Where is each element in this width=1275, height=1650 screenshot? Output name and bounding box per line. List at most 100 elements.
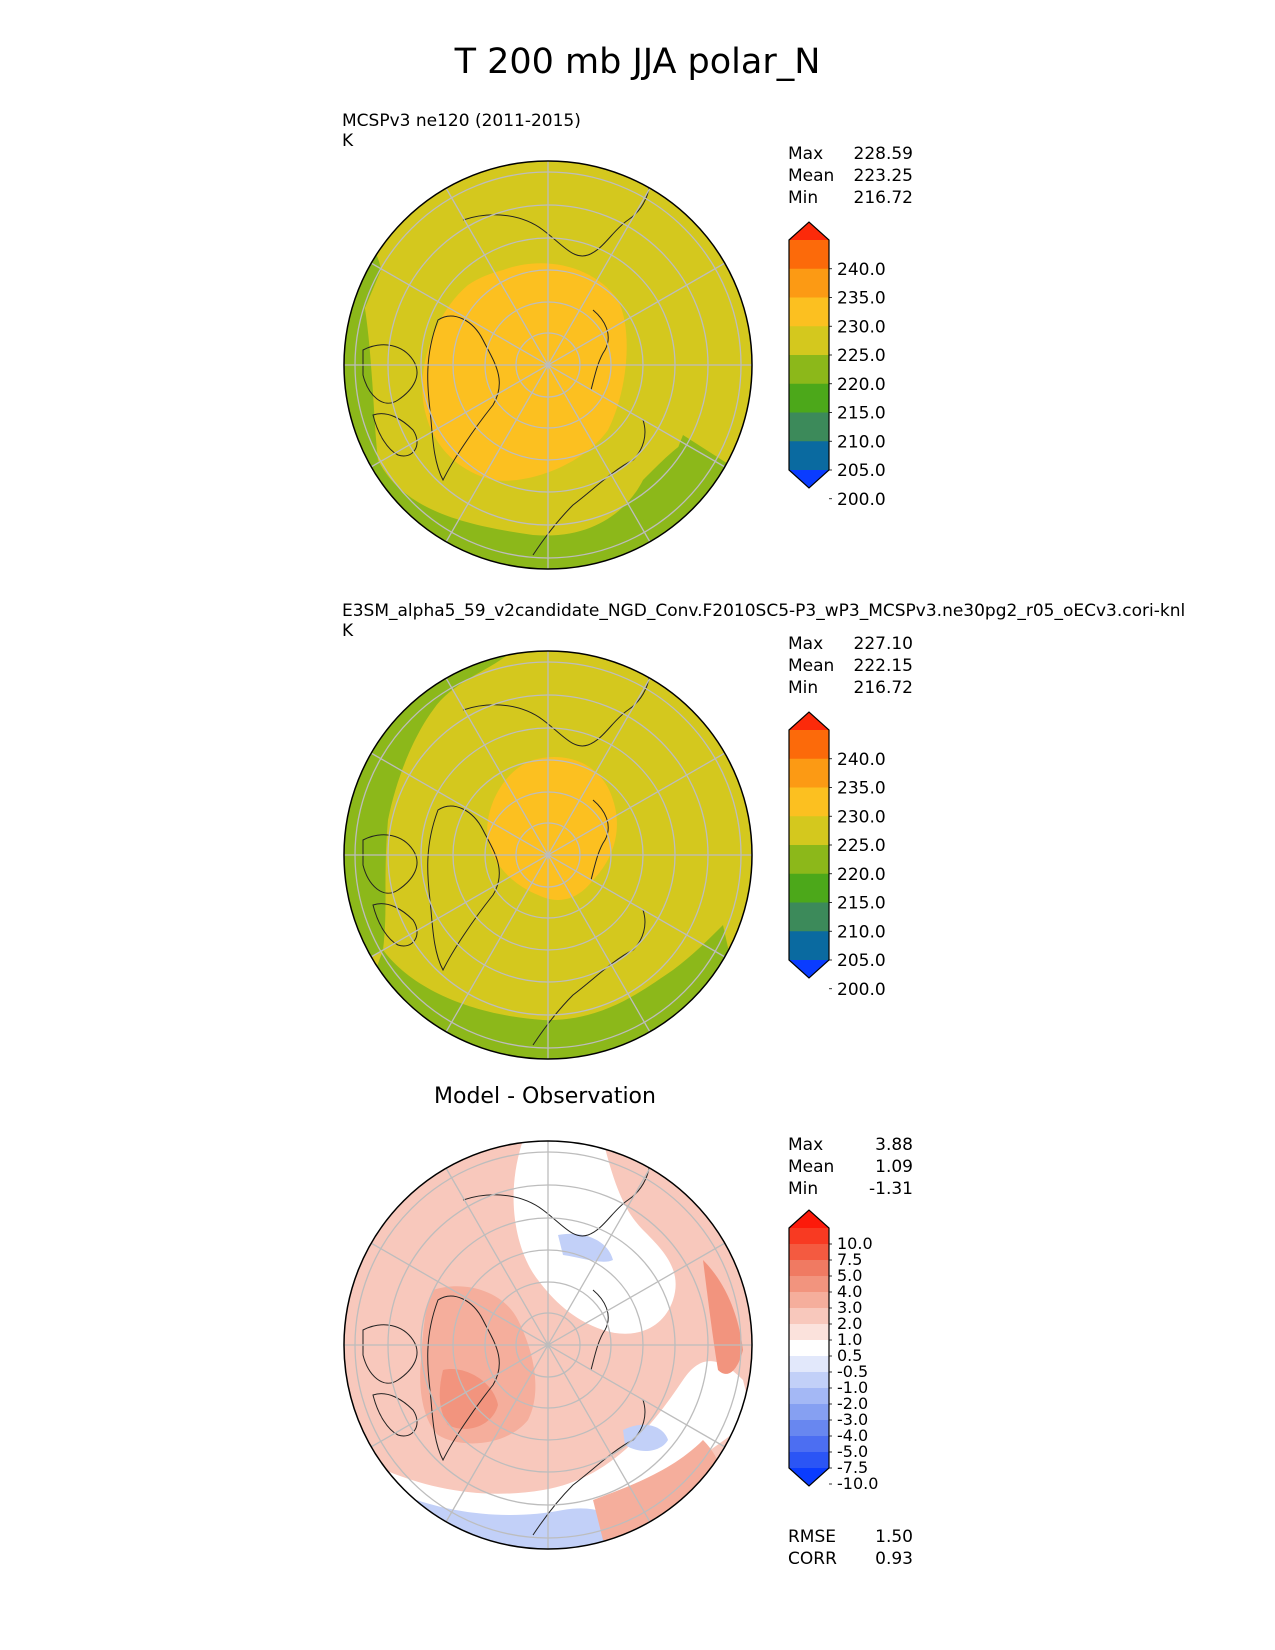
colorbar-block [789, 730, 829, 760]
map-difference [343, 1140, 753, 1550]
colorbar-block [789, 412, 829, 442]
colorbar-extend-under [789, 1468, 829, 1486]
stat-label: Max [788, 144, 824, 164]
colorbar-tick-label: -4.0 [837, 1426, 868, 1445]
colorbar-block [789, 1260, 829, 1277]
colorbar-block [789, 845, 829, 875]
colorbar-block [789, 873, 829, 903]
colorbar-block [789, 1388, 829, 1405]
colorbar-tick-label: 1.0 [837, 1330, 862, 1349]
stat-label: Min [788, 678, 819, 698]
colorbar-block [789, 787, 829, 817]
colorbar-tick-label: 2.0 [837, 1314, 862, 1333]
panel-test-title: MCSPv3 ne120 (2011-2015) [342, 111, 581, 131]
stat-value: 223.25 [853, 166, 913, 186]
colorbar-block [789, 931, 829, 961]
stats-difference: Max 3.88 Mean 1.09 Min -1.31 [788, 1134, 913, 1200]
colorbar-block [789, 355, 829, 385]
colorbar-tick-label: -5.0 [837, 1442, 868, 1461]
stat-value: 222.15 [853, 656, 913, 676]
colorbar-tick-label: -1.0 [837, 1378, 868, 1397]
colorbar-difference: 10.07.55.04.03.02.01.00.5-0.5-1.0-2.0-3.… [788, 1209, 878, 1493]
colorbar-block [789, 816, 829, 846]
colorbar-tick-label: 215.0 [837, 894, 886, 914]
colorbar-block [789, 1324, 829, 1341]
stat-value: 216.72 [853, 188, 913, 208]
colorbar-tick-label: 225.0 [837, 836, 886, 856]
stat-value: 216.72 [853, 678, 913, 698]
colorbar-tick-label: 4.0 [837, 1282, 862, 1301]
colorbar-tick-label: 7.5 [837, 1250, 862, 1269]
stat-label: Mean [788, 1157, 835, 1177]
colorbar-block [789, 1420, 829, 1437]
colorbar-tick-label: 205.0 [837, 461, 886, 481]
colorbar-block [789, 297, 829, 327]
stat-label: Min [788, 1179, 819, 1199]
colorbar-tick-label: -0.5 [837, 1362, 868, 1381]
stat-label: Mean [788, 656, 835, 676]
colorbar-block [789, 1244, 829, 1261]
panel-reference-title: E3SM_alpha5_59_v2candidate_NGD_Conv.F201… [342, 601, 1186, 621]
figure-title: T 200 mb JJA polar_N [454, 42, 821, 82]
colorbar-tick-label: -3.0 [837, 1410, 868, 1429]
colorbar-tick-label: 210.0 [837, 432, 886, 452]
coastline-canada [362, 1324, 418, 1437]
colorbar-block [789, 1452, 829, 1469]
coastline-canada [362, 344, 418, 457]
colorbar-extend-over [789, 1210, 829, 1228]
colorbar-block [789, 1340, 829, 1357]
contour-neutral-north [513, 1141, 676, 1334]
colorbar-block [789, 268, 829, 298]
colorbar-tick-label: -7.5 [837, 1458, 868, 1477]
colorbar-tick-label: 215.0 [837, 404, 886, 424]
colorbar-tick-label: 240.0 [837, 750, 886, 770]
colorbar-tick-label: 205.0 [837, 951, 886, 971]
graticule [344, 1141, 752, 1549]
coastline-eurasia [462, 174, 650, 556]
metric-value: 0.93 [875, 1549, 913, 1569]
panel-test-units: K [342, 131, 354, 151]
colorbar-tick-label: -2.0 [837, 1394, 868, 1413]
graticule [344, 651, 752, 1059]
stat-value: -1.31 [869, 1179, 913, 1199]
colorbar-block [789, 1308, 829, 1325]
contour-neg-north [558, 1233, 613, 1262]
coastline-greenland [427, 805, 500, 972]
colorbar-tick-label: 5.0 [837, 1266, 862, 1285]
metric-value: 1.50 [875, 1527, 913, 1547]
colorbar-block [789, 240, 829, 270]
colorbar-tick-label: 235.0 [837, 779, 886, 799]
metric-label: RMSE [788, 1527, 837, 1547]
colorbar-tick-label: 200.0 [837, 490, 886, 510]
stat-value: 227.10 [853, 634, 913, 654]
colorbar-extend-over [789, 712, 829, 730]
map-boundary [343, 1140, 753, 1550]
colorbar-extend-over [789, 222, 829, 240]
colorbar-reference: 240.0 235.0 230.0 225.0 220.0 215.0 210.0 205.0… [788, 711, 886, 1000]
stat-label: Max [788, 1135, 824, 1155]
colorbar-tick-label: 230.0 [837, 807, 886, 827]
colorbar-block [789, 1356, 829, 1373]
panel-difference-title: Model - Observation [434, 1084, 656, 1109]
contour-215-220-south [344, 925, 752, 1059]
stat-value: 1.09 [875, 1157, 913, 1177]
stat-value: 228.59 [853, 144, 913, 164]
map-test [343, 160, 753, 570]
colorbar-block [789, 1292, 829, 1309]
colorbar-tick-label: 225.0 [837, 346, 886, 366]
contour-neg-siberia [623, 1424, 668, 1452]
colorbar-block [789, 441, 829, 471]
panel-difference: Model - Observation [0, 980, 1275, 1569]
colorbar-tick-label: 10.0 [837, 1234, 873, 1253]
colorbar-block [789, 383, 829, 413]
colorbar-tick-label: 235.0 [837, 289, 886, 309]
stat-value: 3.88 [875, 1135, 913, 1155]
colorbar-block [789, 326, 829, 356]
panel-reference-units: K [342, 621, 354, 641]
colorbar-test: 240.0 235.0 230.0 225.0 220.0 215.0 210.0 205.0… [788, 221, 886, 510]
graticule [344, 161, 752, 569]
colorbar-block [789, 902, 829, 932]
coastline-eurasia [462, 1154, 650, 1536]
stat-label: Mean [788, 166, 835, 186]
colorbar-block [789, 1228, 829, 1245]
